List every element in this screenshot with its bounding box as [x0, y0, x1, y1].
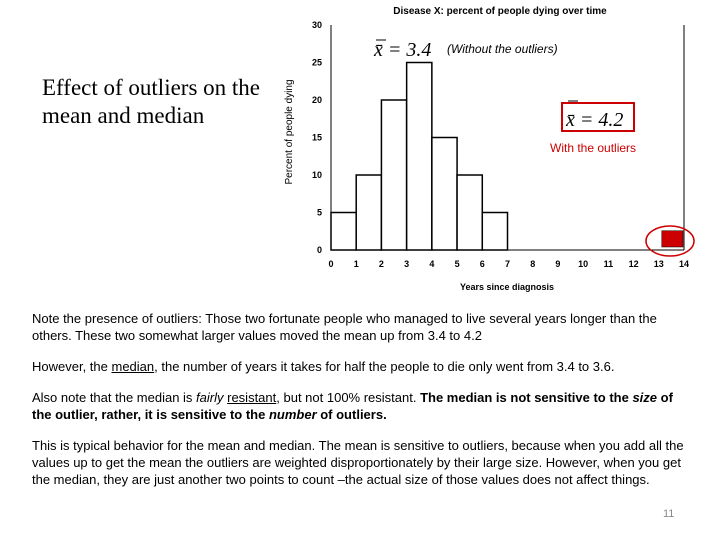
mean-with-outliers: x̄ = 4.2	[565, 109, 623, 131]
outlier-bar	[661, 230, 684, 248]
note-text: Also note that the median is	[32, 390, 197, 405]
x-tick-label: 6	[480, 259, 485, 269]
x-tick-label: 1	[354, 259, 359, 269]
histogram-bar	[431, 136, 458, 251]
note-bold: of outliers.	[316, 407, 387, 422]
mean-with-box	[561, 102, 635, 132]
y-tick-label: 10	[312, 170, 322, 180]
x-tick-label: 5	[455, 259, 460, 269]
note-text: , the number of years it takes for half …	[154, 359, 615, 374]
note-paragraph-2: However, the median, the number of years…	[32, 358, 692, 375]
x-tick-label: 7	[505, 259, 510, 269]
without-outliers-label: (Without the outliers)	[447, 42, 558, 56]
notes: Note the presence of outliers: Those two…	[32, 310, 692, 502]
y-axis-label: Percent of people dying	[284, 79, 295, 184]
slide-title: Effect of outliers on the mean and media…	[42, 75, 261, 128]
x-tick-label: 4	[429, 259, 434, 269]
note-bold: The median is not sensitive to the	[420, 390, 633, 405]
x-tick-label: 11	[604, 259, 614, 269]
histogram-bar	[481, 211, 509, 251]
histogram-bar	[405, 61, 433, 251]
note-text: , but not 100% resistant.	[276, 390, 421, 405]
page-number: 11	[663, 508, 675, 520]
note-paragraph-4: This is typical behavior for the mean an…	[32, 438, 684, 487]
note-bold-italic: size	[632, 390, 658, 405]
x-tick-label: 0	[328, 259, 333, 269]
note-text: However, the	[32, 359, 112, 374]
histogram-bar	[380, 99, 408, 251]
histogram-bar	[456, 174, 484, 251]
y-tick-label: 30	[312, 20, 322, 30]
note-bold: of the outlier, rather, it is sensitive …	[32, 390, 673, 422]
note-paragraph-3: Also note that the median is fairly resi…	[32, 389, 692, 423]
x-axis-label: Years since diagnosis	[460, 282, 554, 292]
y-tick-label: 5	[317, 208, 322, 218]
note-italic: fairly	[196, 390, 224, 405]
y-tick-label: 25	[312, 58, 322, 68]
note-resistant-underlined: resistant	[227, 390, 277, 405]
x-tick-label: 8	[530, 259, 535, 269]
note-median-underlined: median	[111, 359, 155, 374]
chart-title: Disease X: percent of people dying over …	[393, 6, 607, 17]
y-tick-label: 20	[312, 95, 322, 105]
x-tick-label: 2	[379, 259, 384, 269]
y-tick-label: 0	[317, 245, 322, 255]
x-tick-label: 3	[404, 259, 409, 269]
x-tick-label: 10	[578, 259, 588, 269]
outlier-circle	[645, 225, 695, 257]
y-tick-label: 15	[312, 133, 322, 143]
x-tick-label: 13	[654, 259, 664, 269]
x-tick-label: 12	[629, 259, 639, 269]
mean-without-outliers: x̄ = 3.4	[373, 39, 431, 61]
histogram-bar	[330, 211, 357, 251]
histogram-bar	[355, 174, 383, 251]
with-outliers-label: With the outliers	[550, 141, 636, 155]
x-tick-label: 14	[679, 259, 689, 269]
x-tick-label: 9	[555, 259, 560, 269]
note-bold-italic: number	[268, 407, 317, 422]
note-paragraph-1: Note the presence of outliers: Those two…	[32, 311, 657, 343]
